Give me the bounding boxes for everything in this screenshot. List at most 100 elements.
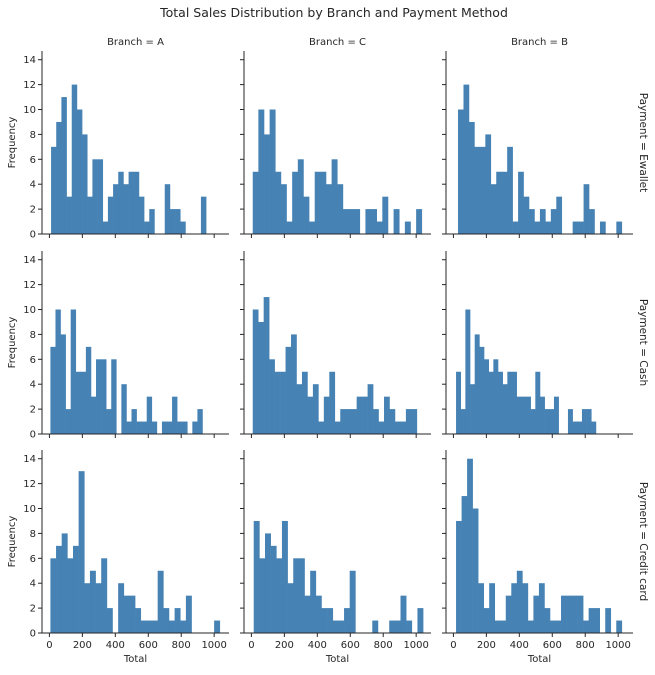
y-tick-label: 4 xyxy=(30,180,36,191)
histogram-bar xyxy=(561,595,567,633)
y-tick-label: 14 xyxy=(23,55,36,66)
histogram-bar xyxy=(463,84,470,234)
x-axis-label: Total xyxy=(325,654,349,665)
histogram-bar xyxy=(297,159,304,234)
histogram-bar xyxy=(274,371,281,434)
histogram-bar xyxy=(84,583,91,633)
histogram-bar xyxy=(488,371,494,434)
facet-panel: 0 2 4 6 8 10 12 14 Frequency xyxy=(7,251,229,441)
histogram-bar xyxy=(505,595,512,633)
histogram-bar xyxy=(118,583,125,633)
histogram-bar xyxy=(123,595,130,633)
histogram-bar xyxy=(182,421,188,434)
histogram-bar xyxy=(348,209,355,234)
histogram-bar xyxy=(456,371,462,434)
histogram-bar xyxy=(281,520,288,633)
histogram-bar xyxy=(549,620,556,633)
histogram-bar xyxy=(123,184,129,234)
histogram-bar xyxy=(325,184,332,234)
facet-panel: 0 200 400 600 800 1000 Payment = Credit card To… xyxy=(442,450,649,665)
histogram-bar xyxy=(157,570,164,633)
histogram-bar xyxy=(555,620,562,633)
histogram-bar xyxy=(556,196,563,234)
histogram-bar xyxy=(264,134,270,234)
histogram-bar xyxy=(338,620,345,633)
histogram-bar xyxy=(107,196,114,234)
histogram-bar xyxy=(67,558,74,633)
histogram-bar xyxy=(78,471,85,633)
histogram-bar xyxy=(498,371,503,434)
histogram-bar xyxy=(291,334,297,434)
histogram-bar xyxy=(323,396,330,434)
histogram-bar xyxy=(356,396,363,434)
histogram-bar xyxy=(518,171,524,234)
y-tick-label: 8 xyxy=(30,330,36,341)
x-axis-label: Total xyxy=(123,654,147,665)
histogram-bar xyxy=(70,309,77,434)
y-tick-label: 10 xyxy=(23,504,36,515)
histogram-bar xyxy=(522,583,529,633)
histogram-bar xyxy=(133,171,140,234)
histogram-bar xyxy=(539,396,545,434)
histogram-bar xyxy=(586,409,592,434)
histogram-bar xyxy=(71,84,78,234)
histogram-bar xyxy=(605,608,612,633)
histogram-bar xyxy=(140,620,147,633)
histogram-bar xyxy=(161,421,168,434)
histogram-bar xyxy=(146,620,153,633)
histogram-bar xyxy=(269,109,276,234)
histogram-bar xyxy=(151,421,158,434)
histogram-bar xyxy=(404,221,411,234)
x-tick-label: 0 xyxy=(46,640,52,651)
x-tick-label: 1000 xyxy=(201,640,226,651)
histogram-bar xyxy=(535,371,541,434)
histogram-bar xyxy=(263,297,270,434)
y-tick-label: 14 xyxy=(23,255,36,266)
histogram-bar xyxy=(578,221,584,234)
histogram-bar xyxy=(483,608,490,633)
histogram-bar xyxy=(507,371,513,434)
histogram-bar xyxy=(389,409,396,434)
y-tick-label: 14 xyxy=(23,454,36,465)
x-tick-label: 200 xyxy=(477,640,496,651)
histogram-bar xyxy=(60,334,66,434)
histogram-bar xyxy=(406,620,413,633)
histogram-bar xyxy=(164,184,171,234)
x-tick-label: 1000 xyxy=(403,640,428,651)
histogram-bar xyxy=(616,620,623,633)
histogram-bar xyxy=(342,209,349,234)
histogram-bar xyxy=(87,196,93,234)
histogram-bar xyxy=(101,558,108,633)
histogram-bar xyxy=(589,209,595,234)
facet-panel: Branch = C xyxy=(240,37,431,238)
histogram-bar xyxy=(89,570,96,633)
histogram-bar xyxy=(577,595,584,633)
histogram-bar xyxy=(152,620,158,633)
y-tick-label: 2 xyxy=(30,405,36,416)
histogram-bar xyxy=(362,396,368,434)
histogram-bar xyxy=(344,608,350,633)
histogram-bar xyxy=(474,334,480,434)
histogram-bar xyxy=(280,184,287,234)
y-tick-label: 4 xyxy=(30,380,36,391)
histogram-bar xyxy=(102,221,109,234)
histogram-bar xyxy=(50,558,57,633)
histogram-bar xyxy=(320,171,327,234)
histogram-bar xyxy=(172,396,178,434)
histogram-bar xyxy=(365,209,372,234)
histogram-bar xyxy=(512,371,517,434)
x-tick-label: 0 xyxy=(248,640,254,651)
histogram-bar xyxy=(372,620,379,633)
histogram-bar xyxy=(90,396,97,434)
histogram-bar xyxy=(500,620,507,633)
histogram-bar xyxy=(496,171,502,234)
facet-panel: 0 2 4 6 8 10 12 14 0 200 400 600 800 1000 Frequency Tot… xyxy=(7,450,229,665)
histogram-bar xyxy=(128,171,135,234)
histogram-bar xyxy=(121,384,127,434)
histogram-bar xyxy=(185,595,192,633)
histogram-bar xyxy=(304,595,311,633)
histogram-bar xyxy=(82,134,88,234)
histogram-bar xyxy=(468,121,475,234)
histogram-bar xyxy=(321,608,328,633)
